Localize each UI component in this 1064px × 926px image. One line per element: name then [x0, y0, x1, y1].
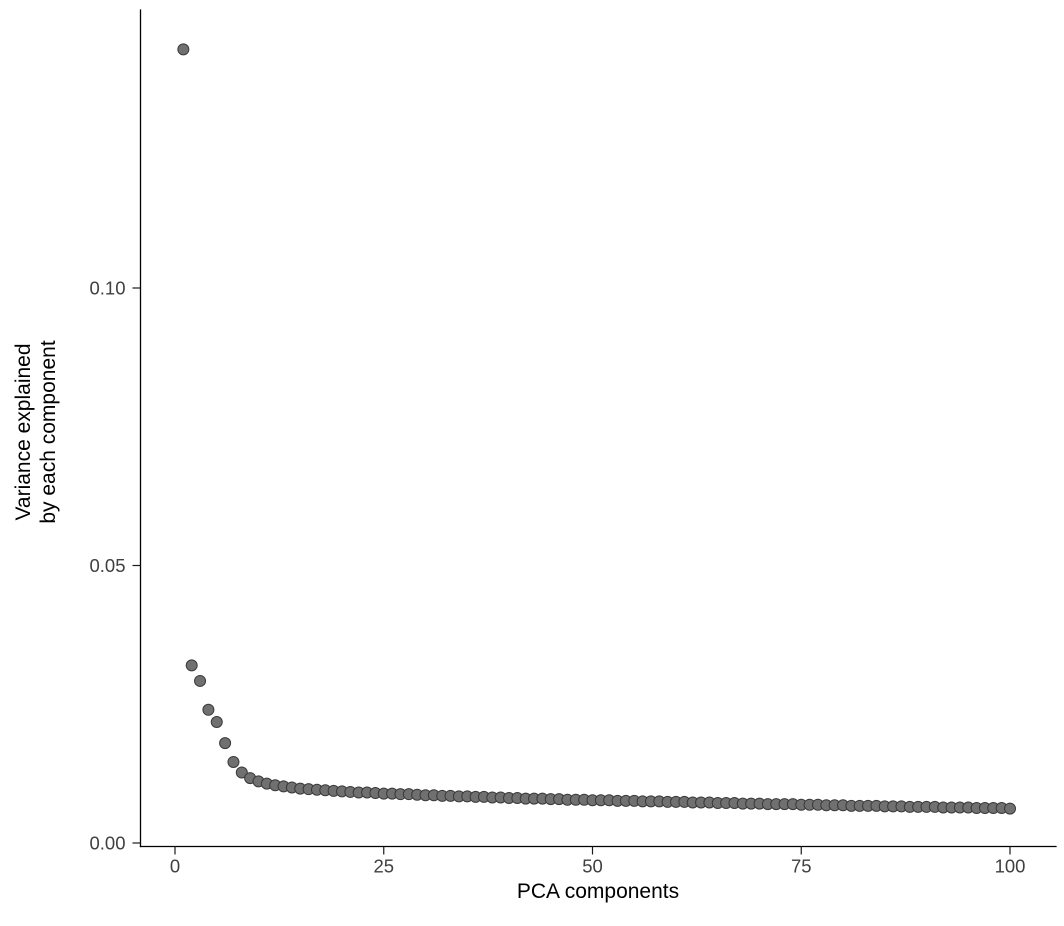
x-axis-title: PCA components — [517, 880, 679, 903]
data-point — [210, 716, 223, 729]
data-point — [185, 659, 198, 672]
y-tick-label: 0.05 — [89, 555, 125, 576]
y-tick-label: 0.00 — [89, 832, 125, 853]
y-axis-title-line1: Variance explained — [12, 343, 35, 520]
x-tick-label: 50 — [582, 856, 603, 877]
data-point — [227, 755, 240, 768]
data-point — [177, 43, 190, 56]
y-axis-title-line2: by each component — [37, 340, 60, 523]
points-layer — [177, 43, 1016, 815]
data-point — [194, 674, 207, 687]
y-tick-label: 0.10 — [89, 277, 125, 298]
axes-layer: 0 25 50 75 100 0.00 0.05 0.10 — [89, 9, 1057, 877]
x-tick-label: 100 — [995, 856, 1026, 877]
data-point — [235, 766, 248, 779]
x-tick-label: 75 — [791, 856, 812, 877]
x-tick-label: 25 — [373, 856, 394, 877]
x-tick-label: 0 — [170, 856, 180, 877]
data-point — [202, 703, 215, 716]
data-point — [219, 737, 232, 750]
data-point — [1004, 802, 1016, 815]
